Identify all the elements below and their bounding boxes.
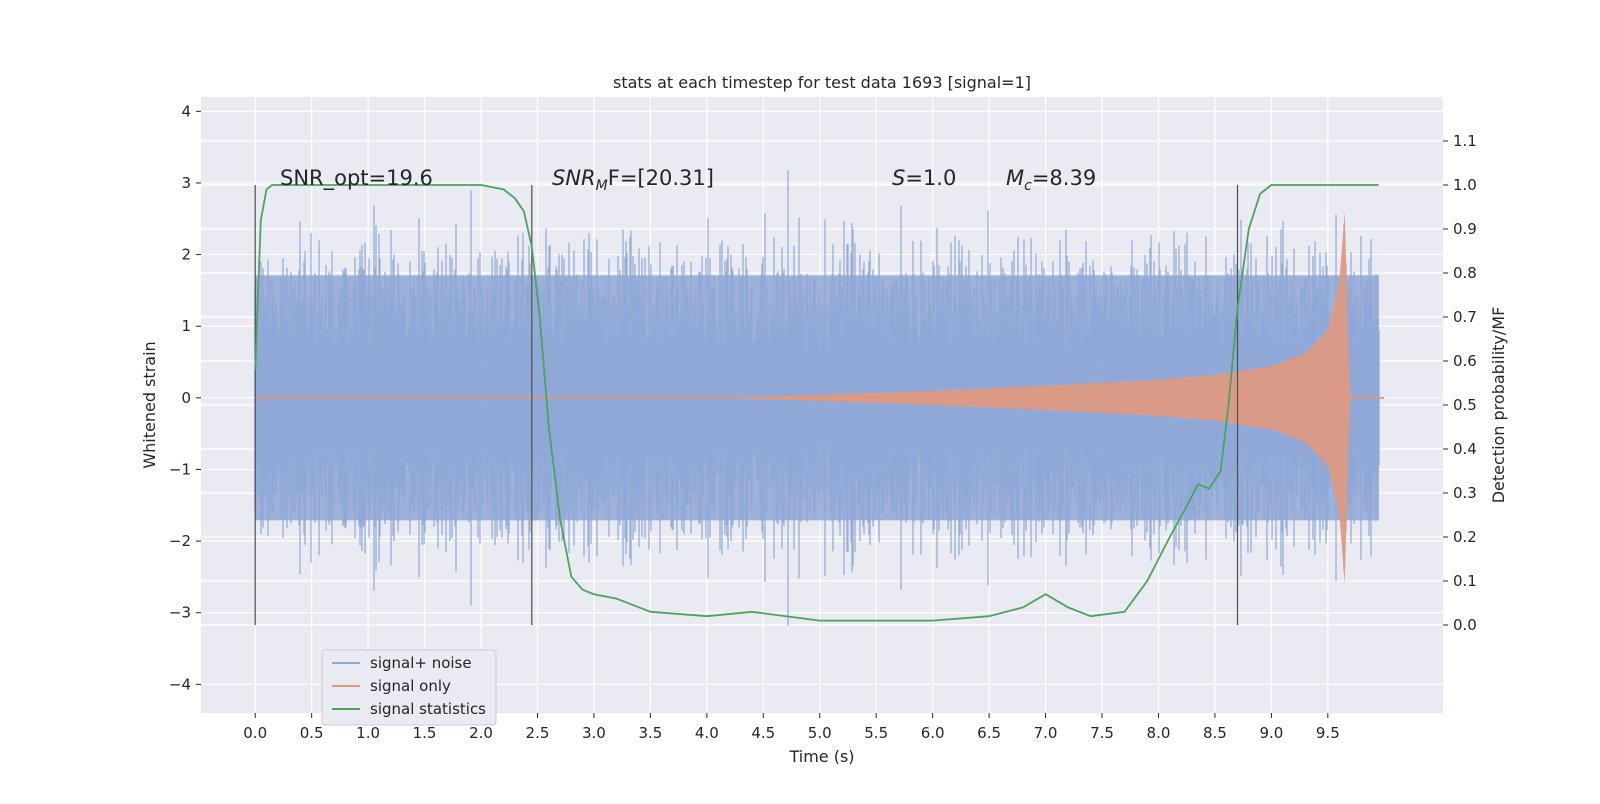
y2-tick-label: 0.3 bbox=[1453, 484, 1477, 502]
y2-tick-label: 0.8 bbox=[1453, 264, 1477, 282]
y2-tick-label: 0.4 bbox=[1453, 440, 1477, 458]
x-tick-label: 2.5 bbox=[526, 724, 550, 742]
x-tick-label: 0.5 bbox=[300, 724, 324, 742]
x-tick-label: 8.0 bbox=[1147, 724, 1171, 742]
x-tick-label: 6.5 bbox=[977, 724, 1001, 742]
y-tick-label: −1 bbox=[169, 460, 191, 478]
x-tick-label: 1.5 bbox=[413, 724, 437, 742]
x-tick-label: 0.0 bbox=[243, 724, 267, 742]
x-tick-label: 7.0 bbox=[1034, 724, 1058, 742]
y-tick-label: −2 bbox=[169, 532, 191, 550]
legend-label-signal-noise: signal+ noise bbox=[370, 654, 472, 672]
x-tick-label: 7.5 bbox=[1090, 724, 1114, 742]
x-tick-labels: 0.0 0.5 1.0 1.5 2.0 2.5 3.0 3.5 4.0 4.5 5.0 5.5 6.0 6… bbox=[243, 713, 1340, 742]
x-tick-label: 5.5 bbox=[864, 724, 888, 742]
y2-tick-label: 1.0 bbox=[1453, 176, 1477, 194]
x-tick-label: 4.5 bbox=[751, 724, 775, 742]
signal-statistics-line bbox=[254, 184, 1379, 622]
legend: signal+ noise signal only signal statist… bbox=[321, 649, 497, 726]
y-tick-label: 1 bbox=[181, 317, 191, 335]
y2-tick-label: 0.2 bbox=[1453, 528, 1477, 546]
vertical-markers bbox=[254, 185, 1239, 625]
x-tick-label: 5.0 bbox=[808, 724, 832, 742]
y-axis-label: Whitened strain bbox=[140, 341, 159, 468]
x-tick-label: 1.0 bbox=[356, 724, 380, 742]
y2-tick-label: 0.7 bbox=[1453, 308, 1477, 326]
x-axis-label: Time (s) bbox=[788, 747, 854, 766]
annotation-snr-mf: SNRMF=[20.31] bbox=[552, 166, 714, 194]
y2-tick-label: 1.1 bbox=[1453, 132, 1477, 150]
y2-tick-label: 0.0 bbox=[1453, 616, 1477, 634]
legend-label-signal-only: signal only bbox=[370, 677, 451, 695]
y-tick-label: 0 bbox=[181, 389, 191, 407]
signal-statistics-series bbox=[254, 184, 1379, 622]
y-tick-labels: 4 3 2 1 0 −1 −2 −3 −4 bbox=[169, 102, 201, 693]
annotation-mc: Mc=8.39 bbox=[1006, 166, 1096, 194]
y2-tick-label: 0.9 bbox=[1453, 220, 1477, 238]
y2-axis-label: Detection probability/MF bbox=[1489, 307, 1508, 504]
x-tick-label: 3.0 bbox=[582, 724, 606, 742]
x-tick-label: 9.5 bbox=[1316, 724, 1340, 742]
legend-label-signal-statistics: signal statistics bbox=[370, 700, 486, 718]
x-tick-label: 4.0 bbox=[695, 724, 719, 742]
signal-only-series bbox=[255, 211, 1385, 585]
annotation-s: S=1.0 bbox=[892, 166, 956, 190]
y-tick-label: −3 bbox=[169, 604, 191, 622]
x-tick-label: 3.5 bbox=[638, 724, 662, 742]
x-tick-label: 8.5 bbox=[1203, 724, 1227, 742]
y-tick-label: 4 bbox=[181, 102, 191, 120]
y2-tick-label: 0.5 bbox=[1453, 396, 1477, 414]
y-tick-label: 2 bbox=[181, 246, 191, 264]
x-tick-label: 9.0 bbox=[1259, 724, 1283, 742]
y2-tick-label: 0.6 bbox=[1453, 352, 1477, 370]
y2-tick-label: 0.1 bbox=[1453, 572, 1477, 590]
y2-tick-labels: 1.1 1.0 0.9 0.8 0.7 0.6 0.5 0.4 0.3 0.2 0.1 0.0 bbox=[1443, 132, 1477, 634]
chart-title: stats at each timestep for test data 169… bbox=[613, 73, 1031, 92]
x-tick-label: 2.0 bbox=[469, 724, 493, 742]
legend-box bbox=[321, 649, 497, 726]
y-tick-label: −4 bbox=[169, 675, 191, 693]
annotation-snr-opt: SNR_opt=19.6 bbox=[280, 166, 433, 191]
y-tick-label: 3 bbox=[181, 174, 191, 192]
x-tick-label: 6.0 bbox=[921, 724, 945, 742]
